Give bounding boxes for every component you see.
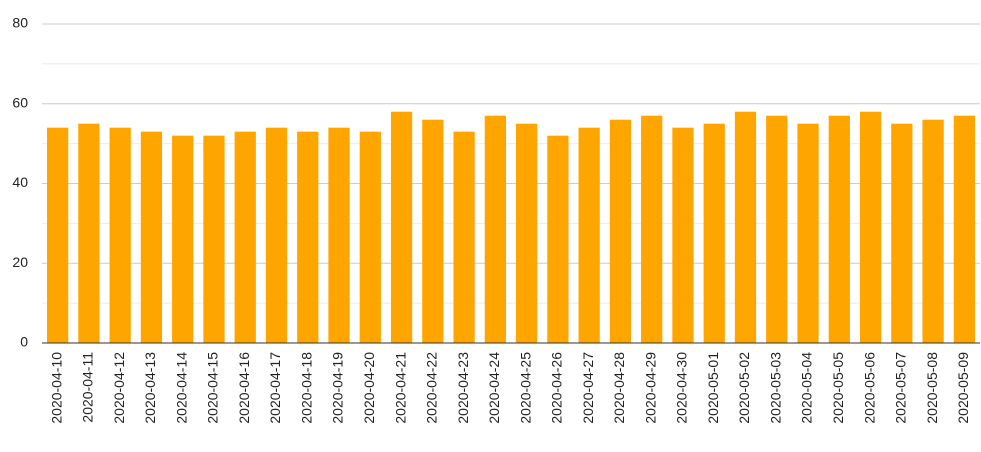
bar bbox=[641, 115, 663, 344]
x-tick-label: 2020-04-26 bbox=[549, 352, 565, 424]
x-tick-label: 2020-04-18 bbox=[298, 352, 314, 424]
y-tick-label: 0 bbox=[20, 334, 28, 350]
y-tick-label: 80 bbox=[12, 15, 28, 31]
x-tick-label: 2020-05-08 bbox=[924, 352, 940, 424]
bar bbox=[78, 123, 100, 343]
x-tick-label: 2020-04-27 bbox=[580, 352, 596, 424]
bar bbox=[922, 119, 944, 343]
bar bbox=[390, 111, 413, 343]
bar bbox=[328, 127, 350, 343]
x-tick-label: 2020-04-12 bbox=[111, 352, 127, 424]
bar bbox=[359, 131, 381, 343]
y-tick-label: 20 bbox=[12, 254, 28, 270]
y-tick-label: 40 bbox=[12, 174, 28, 190]
x-tick-label: 2020-05-04 bbox=[799, 352, 815, 424]
x-tick-label: 2020-05-02 bbox=[736, 352, 752, 424]
x-tick-label: 2020-04-30 bbox=[674, 352, 690, 424]
x-tick-label: 2020-04-29 bbox=[642, 352, 658, 424]
x-tick-label: 2020-05-01 bbox=[705, 352, 721, 424]
x-tick-label: 2020-04-10 bbox=[48, 352, 64, 424]
x-tick-label: 2020-04-25 bbox=[517, 352, 533, 424]
x-tick-label: 2020-04-21 bbox=[392, 352, 408, 424]
bar bbox=[828, 115, 850, 344]
bar bbox=[109, 127, 131, 343]
x-tick-label: 2020-05-03 bbox=[767, 352, 783, 424]
bar bbox=[703, 123, 725, 343]
bar bbox=[797, 123, 819, 343]
y-tick-label: 60 bbox=[12, 94, 28, 110]
bar bbox=[203, 135, 225, 343]
bar bbox=[891, 123, 913, 343]
bar bbox=[516, 123, 538, 343]
bar bbox=[734, 111, 757, 343]
bar bbox=[859, 111, 882, 343]
bar bbox=[234, 131, 256, 343]
bar bbox=[672, 127, 694, 343]
x-tick-label: 2020-05-09 bbox=[955, 352, 971, 424]
x-tick-label: 2020-04-28 bbox=[611, 352, 627, 424]
bar bbox=[547, 135, 569, 343]
x-tick-label: 2020-04-11 bbox=[80, 352, 96, 423]
bar bbox=[140, 131, 163, 343]
bar bbox=[47, 127, 69, 343]
bar bbox=[422, 119, 444, 343]
x-tick-label: 2020-05-06 bbox=[861, 352, 877, 424]
x-tick-label: 2020-04-24 bbox=[486, 352, 502, 424]
bar bbox=[453, 131, 475, 343]
x-tick-label: 2020-04-19 bbox=[330, 352, 346, 424]
bar bbox=[953, 115, 975, 344]
bar bbox=[766, 115, 788, 344]
x-tick-label: 2020-04-16 bbox=[236, 352, 252, 424]
bar bbox=[609, 119, 632, 343]
x-tick-label: 2020-04-23 bbox=[455, 352, 471, 424]
x-tick-label: 2020-05-05 bbox=[830, 352, 846, 424]
bar bbox=[265, 127, 288, 343]
x-tick-label: 2020-04-14 bbox=[173, 352, 189, 424]
x-tick-label: 2020-04-17 bbox=[267, 352, 283, 424]
bar bbox=[172, 135, 194, 343]
bar bbox=[297, 131, 319, 343]
x-tick-label: 2020-04-20 bbox=[361, 352, 377, 424]
x-tick-label: 2020-04-15 bbox=[205, 352, 221, 424]
x-tick-label: 2020-05-07 bbox=[893, 352, 909, 424]
x-tick-label: 2020-04-13 bbox=[142, 352, 158, 424]
x-tick-label: 2020-04-22 bbox=[424, 352, 440, 424]
bar bbox=[578, 127, 600, 343]
bar bbox=[484, 115, 506, 344]
